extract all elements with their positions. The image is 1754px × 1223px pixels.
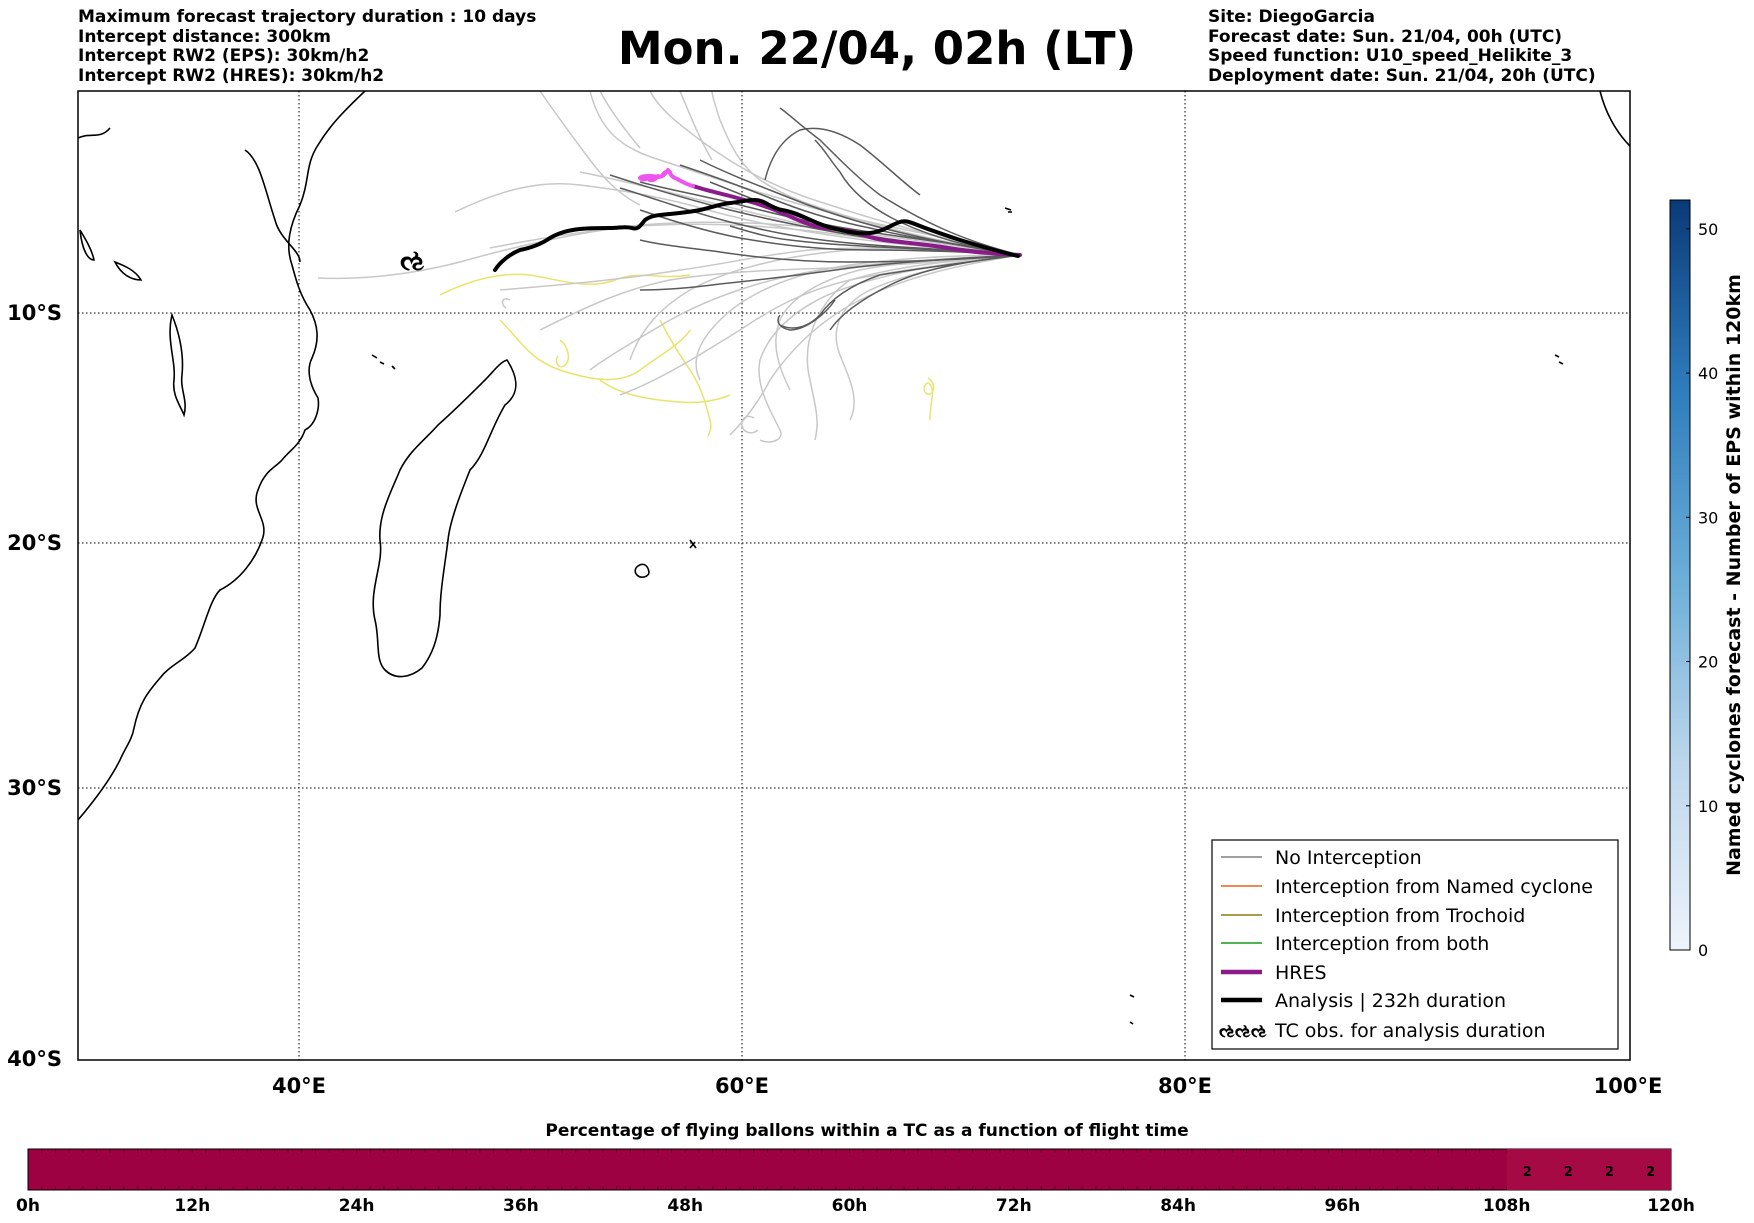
flight-time-cell-value: 2 [1605,1165,1614,1180]
lake-malawi [79,229,95,261]
legend-box [1211,839,1619,1050]
flight-time-tick-label: 24h [339,1196,375,1216]
forecast-date: Forecast date: Sun. 21/04, 00h (UTC) [1208,26,1563,47]
legend-label: TC obs. for analysis duration [1274,1020,1546,1042]
colorbar-gradient [1669,199,1691,951]
comoros-islands [371,354,396,370]
lon-label-100e: 100°E [1594,1074,1663,1098]
flight-time-tick-label: 48h [667,1196,703,1216]
flight-time-tick-label: 96h [1325,1196,1361,1216]
colorbar-label: Named cyclones forecast - Number of EPS … [1723,274,1745,876]
colorbar-tick-label: 0 [1698,941,1708,960]
lon-label-60e: 60°E [715,1074,769,1098]
map-title: Mon. 22/04, 02h (LT) [617,22,1137,75]
colorbar-tick-label: 40 [1698,364,1718,383]
site-name: Site: DiegoGarcia [1208,7,1375,27]
flight-time-cell-value: 2 [1523,1165,1532,1180]
flight-time-cells: 2 2 2 2 [1506,1149,1671,1190]
legend-label: HRES [1275,962,1327,984]
param-duration: Maximum forecast trajectory duration : 1… [78,7,537,27]
map-frame [77,90,1631,1061]
seychelles-islands [1004,207,1012,213]
lon-label-80e: 80°E [1158,1074,1212,1098]
site-info: Site: DiegoGarcia Forecast date: Sun. 21… [1208,7,1596,86]
chagos-islands [1554,354,1564,365]
tc-symbol-icon: ઌઌઌ [1219,1021,1267,1042]
flight-time-tick-label: 12h [174,1196,210,1216]
legend-item-no-interception: No Interception [1221,847,1422,869]
lake-victoria [169,312,186,418]
flight-time-cell-highlight [1506,1149,1671,1190]
bottom-bar-title: Percentage of flying ballons within a TC… [545,1121,1188,1141]
colorbar-tick-label: 20 [1698,653,1718,672]
flight-time-tick-label: 72h [996,1196,1032,1216]
flight-time-bar-fill [27,1148,1672,1191]
legend-label: Interception from Trochoid [1275,905,1525,927]
legend-label: Analysis | 232h duration [1275,990,1506,1012]
speed-function: Speed function: U10_speed_Helikite_3 [1208,46,1573,66]
colorbar-tick-label: 30 [1698,508,1718,527]
legend-label: No Interception [1275,847,1422,869]
flight-time-tick-label: 120h [1647,1196,1695,1216]
lake-tanganyika [113,260,143,281]
kerguelen-islands [1129,994,1135,1025]
legend-item-named-cyclone: Interception from Named cyclone [1221,876,1593,898]
forecast-parameters: Maximum forecast trajectory duration : 1… [78,7,537,86]
flight-time-tick-label: 84h [1160,1196,1196,1216]
cyclone-colorbar: 0 10 20 30 40 50 Named cyclones forecast - Nu… [1669,199,1745,960]
legend-item-both: Interception from both [1221,933,1489,955]
flight-time-cell-value: 2 [1564,1165,1573,1180]
map-legend: No Interception Interception from Named … [1211,839,1619,1050]
colorbar-tick-label: 10 [1698,797,1718,816]
flight-time-tick-label: 108h [1483,1196,1531,1216]
legend-item-tc-obs: ઌઌઌ TC obs. for analysis duration [1219,1020,1546,1042]
mauritius-island [634,563,650,578]
madagascar-coastline [372,359,517,678]
param-intercept-distance: Intercept distance: 300km [78,26,331,47]
param-rw2-hres: Intercept RW2 (HRES): 30km/h2 [78,65,385,86]
lat-label-30s: 30°S [7,776,62,800]
deployment-date: Deployment date: Sun. 21/04, 20h (UTC) [1208,65,1596,86]
eps-trajectories-dark [609,107,1021,331]
flight-time-bar: Percentage of flying ballons within a TC… [16,1121,1695,1216]
lat-label-10s: 10°S [7,301,62,325]
africa-coastline [78,91,366,821]
indonesia-coast [1599,91,1630,147]
tc-observation-symbol: ઌ [400,244,425,277]
legend-item-analysis: Analysis | 232h duration [1221,990,1506,1012]
africa-north-coast [78,127,301,263]
lat-axis-labels: 10°S 20°S 30°S 40°S [7,301,62,1071]
reunion-island [689,539,697,549]
lat-label-40s: 40°S [7,1047,62,1071]
coastlines [78,91,1630,1025]
flight-time-tick-label: 60h [832,1196,868,1216]
legend-label: Interception from Named cyclone [1275,876,1593,898]
flight-time-tick-labels: 0h 12h 24h 36h 48h 60h 72h 84h 96h 108h 120h [16,1196,1695,1216]
lon-label-40e: 40°E [272,1074,326,1098]
map-gridlines [78,91,1630,1060]
lat-label-20s: 20°S [7,531,62,555]
legend-item-hres: HRES [1221,962,1327,984]
flight-time-tick-label: 0h [16,1196,40,1216]
flight-time-cell-value: 2 [1646,1165,1655,1180]
tc-tracks [439,273,935,437]
legend-item-trochoid: Interception from Trochoid [1221,905,1525,927]
analysis-trajectory [493,198,1020,272]
param-rw2-eps: Intercept RW2 (EPS): 30km/h2 [78,46,370,66]
colorbar-ticks: 0 10 20 30 40 50 [1686,220,1718,960]
legend-label: Interception from both [1275,933,1489,955]
lon-axis-labels: 40°E 60°E 80°E 100°E [272,1074,1662,1098]
flight-time-tick-label: 36h [503,1196,539,1216]
colorbar-tick-label: 50 [1698,220,1718,239]
